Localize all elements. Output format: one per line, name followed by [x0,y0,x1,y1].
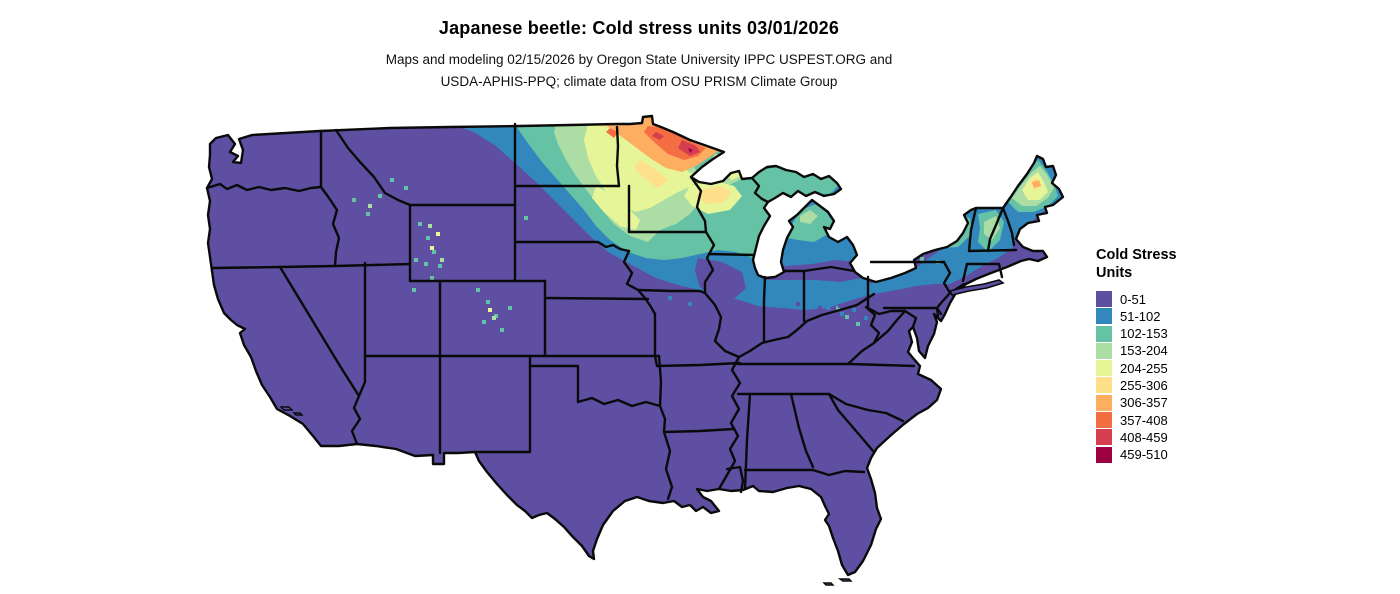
header: Japanese beetle: Cold stress units 03/01… [0,18,1278,93]
legend-item-label: 306-357 [1120,395,1168,411]
legend-title: Cold Stress Units [1096,246,1236,282]
paleyellow-wisconsin [696,186,732,204]
speckles-green [368,204,496,320]
legend-item-label: 459-510 [1120,447,1168,463]
legend-item: 51-102 [1096,308,1236,325]
legend-swatch [1096,360,1112,377]
legend-item-label: 153-204 [1120,343,1168,359]
legend-item-label: 0-51 [1120,291,1147,307]
legend-item: 0-51 [1096,291,1236,307]
legend: Cold Stress Units 0-51 51-102 102-153 153-2… [1096,246,1236,464]
legend-item: 357-408 [1096,412,1236,429]
channel-islands [279,406,304,416]
legend-item: 306-357 [1096,394,1236,411]
purple-sw-wisconsin [695,258,746,299]
legend-item-label: 51-102 [1120,308,1161,324]
legend-swatch [1096,429,1112,446]
legend-swatch [1096,308,1112,325]
legend-items: 0-51 51-102 102-153 153-204 204-255 255-306 30… [1096,291,1236,463]
speckles-purple [700,288,916,312]
legend-swatch [1096,325,1112,342]
legend-item: 408-459 [1096,429,1236,446]
state-borders [205,114,1065,577]
subtitle-line-2: USDA-APHIS-PPQ; climate data from OSU PR… [440,74,838,89]
legend-swatch [1096,342,1112,359]
legend-swatch [1096,291,1112,307]
legend-swatch [1096,394,1112,411]
orange-maine-speck [1032,180,1041,188]
legend-item: 204-255 [1096,360,1236,377]
darkorange-nd-speck [606,128,618,138]
red-minnesota-core [678,140,700,156]
florida-keys [822,578,853,586]
yellowgreen-adirondacks [946,224,962,236]
green-lower-michigan [800,210,818,224]
deepred-speck [688,148,693,153]
legend-swatch [1096,412,1112,429]
legend-item-label: 357-408 [1120,412,1168,428]
legend-item: 102-153 [1096,325,1236,342]
legend-item-label: 102-153 [1120,326,1168,342]
conus-outline [205,114,1065,577]
subtitle-line-1: Maps and modeling 02/15/2026 by Oregon S… [385,52,893,67]
paleyellow-mn [634,160,668,188]
small-islands [279,279,1005,586]
red-speck [652,132,664,140]
long-island [948,279,1005,296]
legend-title-line-2: Units [1096,265,1133,281]
subtitle: Maps and modeling 02/15/2026 by Oregon S… [0,49,1278,93]
legend-item: 153-204 [1096,342,1236,359]
page-title: Japanese beetle: Cold stress units 03/01… [438,18,840,38]
legend-title-line-1: Cold Stress [1096,247,1177,263]
legend-item-label: 408-459 [1120,429,1168,445]
legend-item-label: 255-306 [1120,377,1168,393]
map-color-layer [207,116,1063,575]
legend-item: 459-510 [1096,446,1236,463]
legend-item-label: 204-255 [1120,360,1168,376]
legend-item: 255-306 [1096,377,1236,394]
legend-swatch [1096,377,1112,394]
legend-swatch [1096,446,1112,463]
